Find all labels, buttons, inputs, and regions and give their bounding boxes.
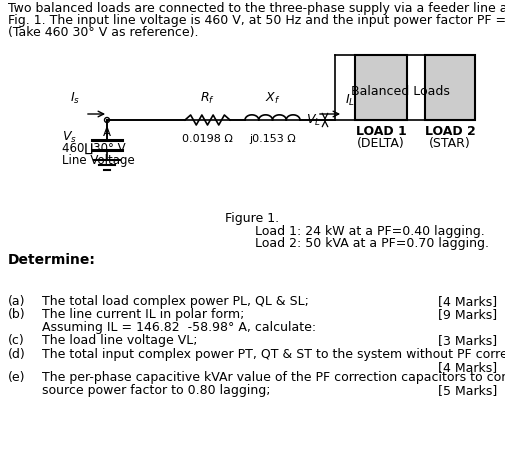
Text: (a): (a): [8, 295, 25, 308]
Text: $I_L$: $I_L$: [345, 93, 355, 108]
Text: Load 1: 24 kW at a PF=0.40 lagging.: Load 1: 24 kW at a PF=0.40 lagging.: [255, 225, 485, 238]
Text: [4 Marks]: [4 Marks]: [438, 295, 497, 308]
Bar: [355, 55, 407, 120]
Text: Fig. 1. The input line voltage is 460 V, at 50 Hz and the input power factor PF : Fig. 1. The input line voltage is 460 V,…: [8, 14, 505, 27]
Text: $R_f$: $R_f$: [200, 91, 215, 106]
Text: (DELTA): (DELTA): [357, 137, 405, 150]
Text: [3 Marks]: [3 Marks]: [438, 334, 497, 347]
Text: Load 2: 50 kVA at a PF=0.70 lagging.: Load 2: 50 kVA at a PF=0.70 lagging.: [255, 237, 489, 250]
Text: Figure 1.: Figure 1.: [225, 212, 279, 225]
Text: $X_f$: $X_f$: [265, 91, 280, 106]
Text: (e): (e): [8, 371, 25, 384]
Text: (b): (b): [8, 308, 26, 321]
Text: The load line voltage VL;: The load line voltage VL;: [42, 334, 197, 347]
Text: Line Voltage: Line Voltage: [62, 154, 135, 167]
Text: LOAD 1: LOAD 1: [356, 125, 407, 138]
Text: source power factor to 0.80 lagging;: source power factor to 0.80 lagging;: [42, 384, 271, 397]
Text: $V_L$: $V_L$: [306, 113, 321, 128]
Text: The per-phase capacitive kVAr value of the PF correction capacitors to correct t: The per-phase capacitive kVAr value of t…: [42, 371, 505, 384]
Text: Two balanced loads are connected to the three-phase supply via a feeder line as : Two balanced loads are connected to the …: [8, 2, 505, 15]
Text: [9 Marks]: [9 Marks]: [438, 308, 497, 321]
Text: The line current IL in polar form;: The line current IL in polar form;: [42, 308, 244, 321]
Text: A: A: [103, 126, 111, 139]
Text: 0.0198 Ω: 0.0198 Ω: [182, 134, 233, 144]
Text: [4 Marks]: [4 Marks]: [438, 361, 497, 374]
Text: [5 Marks]: [5 Marks]: [438, 384, 497, 397]
Text: $I_s$: $I_s$: [70, 91, 80, 106]
Text: (c): (c): [8, 334, 25, 347]
Text: (d): (d): [8, 348, 26, 361]
Text: j0.153 Ω: j0.153 Ω: [249, 134, 296, 144]
Bar: [425, 55, 475, 120]
Text: Determine:: Determine:: [8, 253, 96, 267]
Text: The total load complex power PL, QL & SL;: The total load complex power PL, QL & SL…: [42, 295, 309, 308]
Text: (STAR): (STAR): [429, 137, 471, 150]
Text: $V_s$: $V_s$: [62, 130, 77, 145]
Text: LOAD 2: LOAD 2: [425, 125, 475, 138]
Text: 460∐30° V: 460∐30° V: [62, 142, 126, 155]
Text: Assuming IL = 146.82  -58.98° A, calculate:: Assuming IL = 146.82 -58.98° A, calculat…: [42, 321, 316, 334]
Text: (Take 460 30° V as reference).: (Take 460 30° V as reference).: [8, 26, 198, 39]
Text: Balanced Loads: Balanced Loads: [350, 85, 449, 98]
Text: The total input complex power PT, QT & ST to the system without PF correction;: The total input complex power PT, QT & S…: [42, 348, 505, 361]
